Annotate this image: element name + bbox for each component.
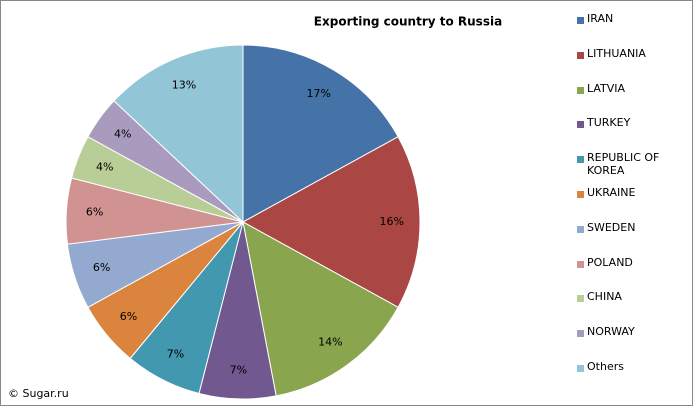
pie-slice bbox=[113, 44, 244, 224]
legend-label: SWEDEN bbox=[587, 220, 636, 234]
legend-item: TURKEY bbox=[577, 116, 677, 151]
data-label: 13% bbox=[172, 79, 196, 92]
pie-slice bbox=[241, 136, 421, 308]
data-label: 6% bbox=[120, 310, 137, 323]
legend-label: POLAND bbox=[587, 255, 633, 269]
legend-label: LITHUANIA bbox=[587, 46, 646, 60]
legend-swatch bbox=[577, 364, 584, 372]
legend-swatch bbox=[577, 51, 584, 59]
source: © Sugar.ru bbox=[8, 387, 69, 400]
legend-label: TURKEY bbox=[587, 116, 631, 130]
data-label: 14% bbox=[318, 335, 342, 348]
legend-swatch bbox=[577, 17, 584, 24]
chart-title: Exporting country to Russia bbox=[314, 15, 502, 29]
legend-item: IRAN bbox=[577, 12, 677, 47]
legend-swatch bbox=[577, 190, 584, 198]
data-label: 17% bbox=[306, 87, 330, 100]
legend-item: LITHUANIA bbox=[577, 47, 677, 82]
legend-swatch bbox=[577, 86, 584, 94]
legend-swatch bbox=[577, 260, 584, 268]
legend-label: Others bbox=[587, 359, 624, 373]
legend-item: POLAND bbox=[577, 256, 677, 291]
legend-swatch bbox=[577, 330, 584, 338]
legend-label: UKRAINE bbox=[587, 185, 636, 199]
legend-item: LATVIA bbox=[577, 82, 677, 117]
legend-item: NORWAY bbox=[577, 325, 677, 360]
legend-label: IRAN bbox=[587, 12, 614, 25]
legend-item: CHINA bbox=[577, 290, 677, 325]
legend-swatch bbox=[577, 121, 584, 129]
data-label: 6% bbox=[86, 206, 103, 219]
legend-swatch bbox=[577, 225, 584, 233]
legend-label: NORWAY bbox=[587, 325, 635, 339]
legend-item: SWEDEN bbox=[577, 221, 677, 256]
legend: IRAN LITHUANIA LATVIA TURKEY REPUBLIC OF KOR… bbox=[577, 12, 677, 395]
data-label: 4% bbox=[96, 160, 113, 173]
legend-label: CHINA bbox=[587, 290, 622, 304]
data-label: 7% bbox=[230, 364, 247, 377]
data-label: 7% bbox=[167, 347, 184, 360]
legend-swatch bbox=[577, 295, 584, 303]
data-label: 6% bbox=[93, 261, 110, 274]
legend-item: UKRAINE bbox=[577, 186, 677, 221]
legend-label: REPUBLIC OF KOREA bbox=[587, 151, 660, 178]
pie-slice bbox=[242, 44, 399, 223]
legend-swatch bbox=[577, 156, 584, 164]
data-label: 4% bbox=[114, 128, 131, 141]
legend-item: Others bbox=[577, 360, 677, 395]
legend-label: LATVIA bbox=[587, 81, 626, 95]
data-label: 16% bbox=[379, 215, 403, 228]
legend-item: REPUBLIC OF KOREA bbox=[577, 151, 677, 186]
pie-slice bbox=[242, 221, 399, 397]
